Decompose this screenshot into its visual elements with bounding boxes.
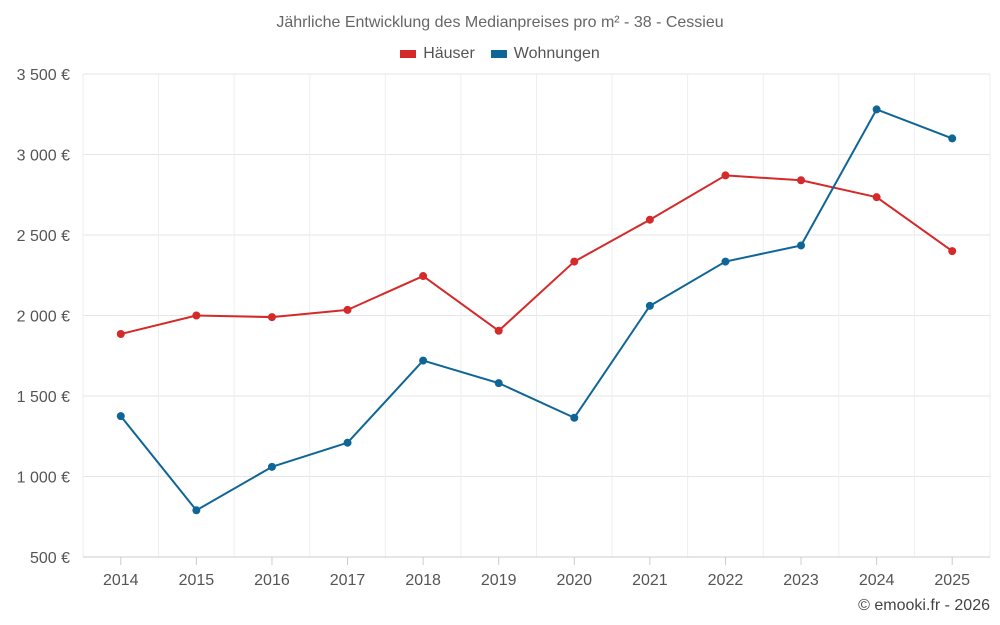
data-point-haeuser[interactable] [494, 326, 503, 335]
data-point-haeuser[interactable] [570, 257, 579, 266]
chart-legend: Häuser Wohnungen [0, 45, 1000, 63]
data-point-wohnungen[interactable] [797, 241, 806, 250]
data-point-haeuser[interactable] [419, 272, 428, 281]
y-tick-label: 2 500 € [17, 228, 70, 245]
x-tick-label: 2025 [934, 572, 970, 589]
x-tick-label: 2015 [179, 572, 215, 589]
series-group [116, 105, 957, 515]
credit-text: © emooki.fr - 2026 [858, 597, 990, 614]
y-tick-label: 3 000 € [17, 148, 70, 165]
data-point-wohnungen[interactable] [721, 257, 730, 266]
grid-lines [82, 73, 991, 558]
data-point-haeuser[interactable] [797, 176, 806, 185]
legend-item-haeuser[interactable]: Häuser [400, 45, 475, 63]
x-tick-label: 2024 [859, 572, 895, 589]
data-point-haeuser[interactable] [267, 313, 276, 322]
data-point-wohnungen[interactable] [872, 105, 881, 114]
data-point-wohnungen[interactable] [343, 438, 352, 447]
x-tick-label: 2020 [556, 572, 592, 589]
legend-label-haeuser: Häuser [423, 45, 475, 62]
x-tick-label: 2022 [708, 572, 744, 589]
axes: 500 € 1 000 € 1 500 € 2 000 € 2 500 € 3 000 €… [17, 67, 990, 589]
x-tick-label: 2017 [330, 572, 366, 589]
x-tick-label: 2016 [254, 572, 290, 589]
data-point-wohnungen[interactable] [494, 379, 503, 388]
series-line-wohnungen [120, 108, 953, 512]
data-point-haeuser[interactable] [116, 330, 125, 339]
legend-item-wohnungen[interactable]: Wohnungen [490, 45, 600, 63]
chart-title: Jährliche Entwicklung des Medianpreises … [276, 14, 724, 31]
data-point-haeuser[interactable] [948, 247, 957, 256]
data-point-haeuser[interactable] [872, 193, 881, 202]
y-tick-label: 1 500 € [17, 389, 70, 406]
legend-label-wohnungen: Wohnungen [513, 45, 600, 62]
legend-swatch-haeuser [400, 50, 417, 58]
x-tick-label: 2023 [783, 572, 819, 589]
x-tick-label: 2021 [632, 572, 668, 589]
data-point-wohnungen[interactable] [116, 412, 125, 421]
legend-swatch-wohnungen [490, 50, 507, 58]
data-point-wohnungen[interactable] [645, 301, 654, 310]
data-point-wohnungen[interactable] [570, 413, 579, 422]
data-point-haeuser[interactable] [192, 311, 201, 320]
y-tick-label: 500 € [30, 550, 70, 567]
x-tick-label: 2018 [405, 572, 441, 589]
series-line-haeuser [120, 174, 953, 335]
data-point-wohnungen[interactable] [419, 356, 428, 365]
data-point-wohnungen[interactable] [948, 134, 957, 143]
y-tick-label: 1 000 € [17, 470, 70, 487]
y-tick-label: 3 500 € [17, 67, 70, 84]
data-point-wohnungen[interactable] [192, 506, 201, 515]
x-tick-label: 2019 [481, 572, 517, 589]
data-point-wohnungen[interactable] [267, 462, 276, 471]
y-tick-label: 2 000 € [17, 309, 70, 326]
data-point-haeuser[interactable] [343, 305, 352, 314]
data-point-haeuser[interactable] [645, 215, 654, 224]
x-tick-label: 2014 [103, 572, 139, 589]
data-point-haeuser[interactable] [721, 171, 730, 180]
